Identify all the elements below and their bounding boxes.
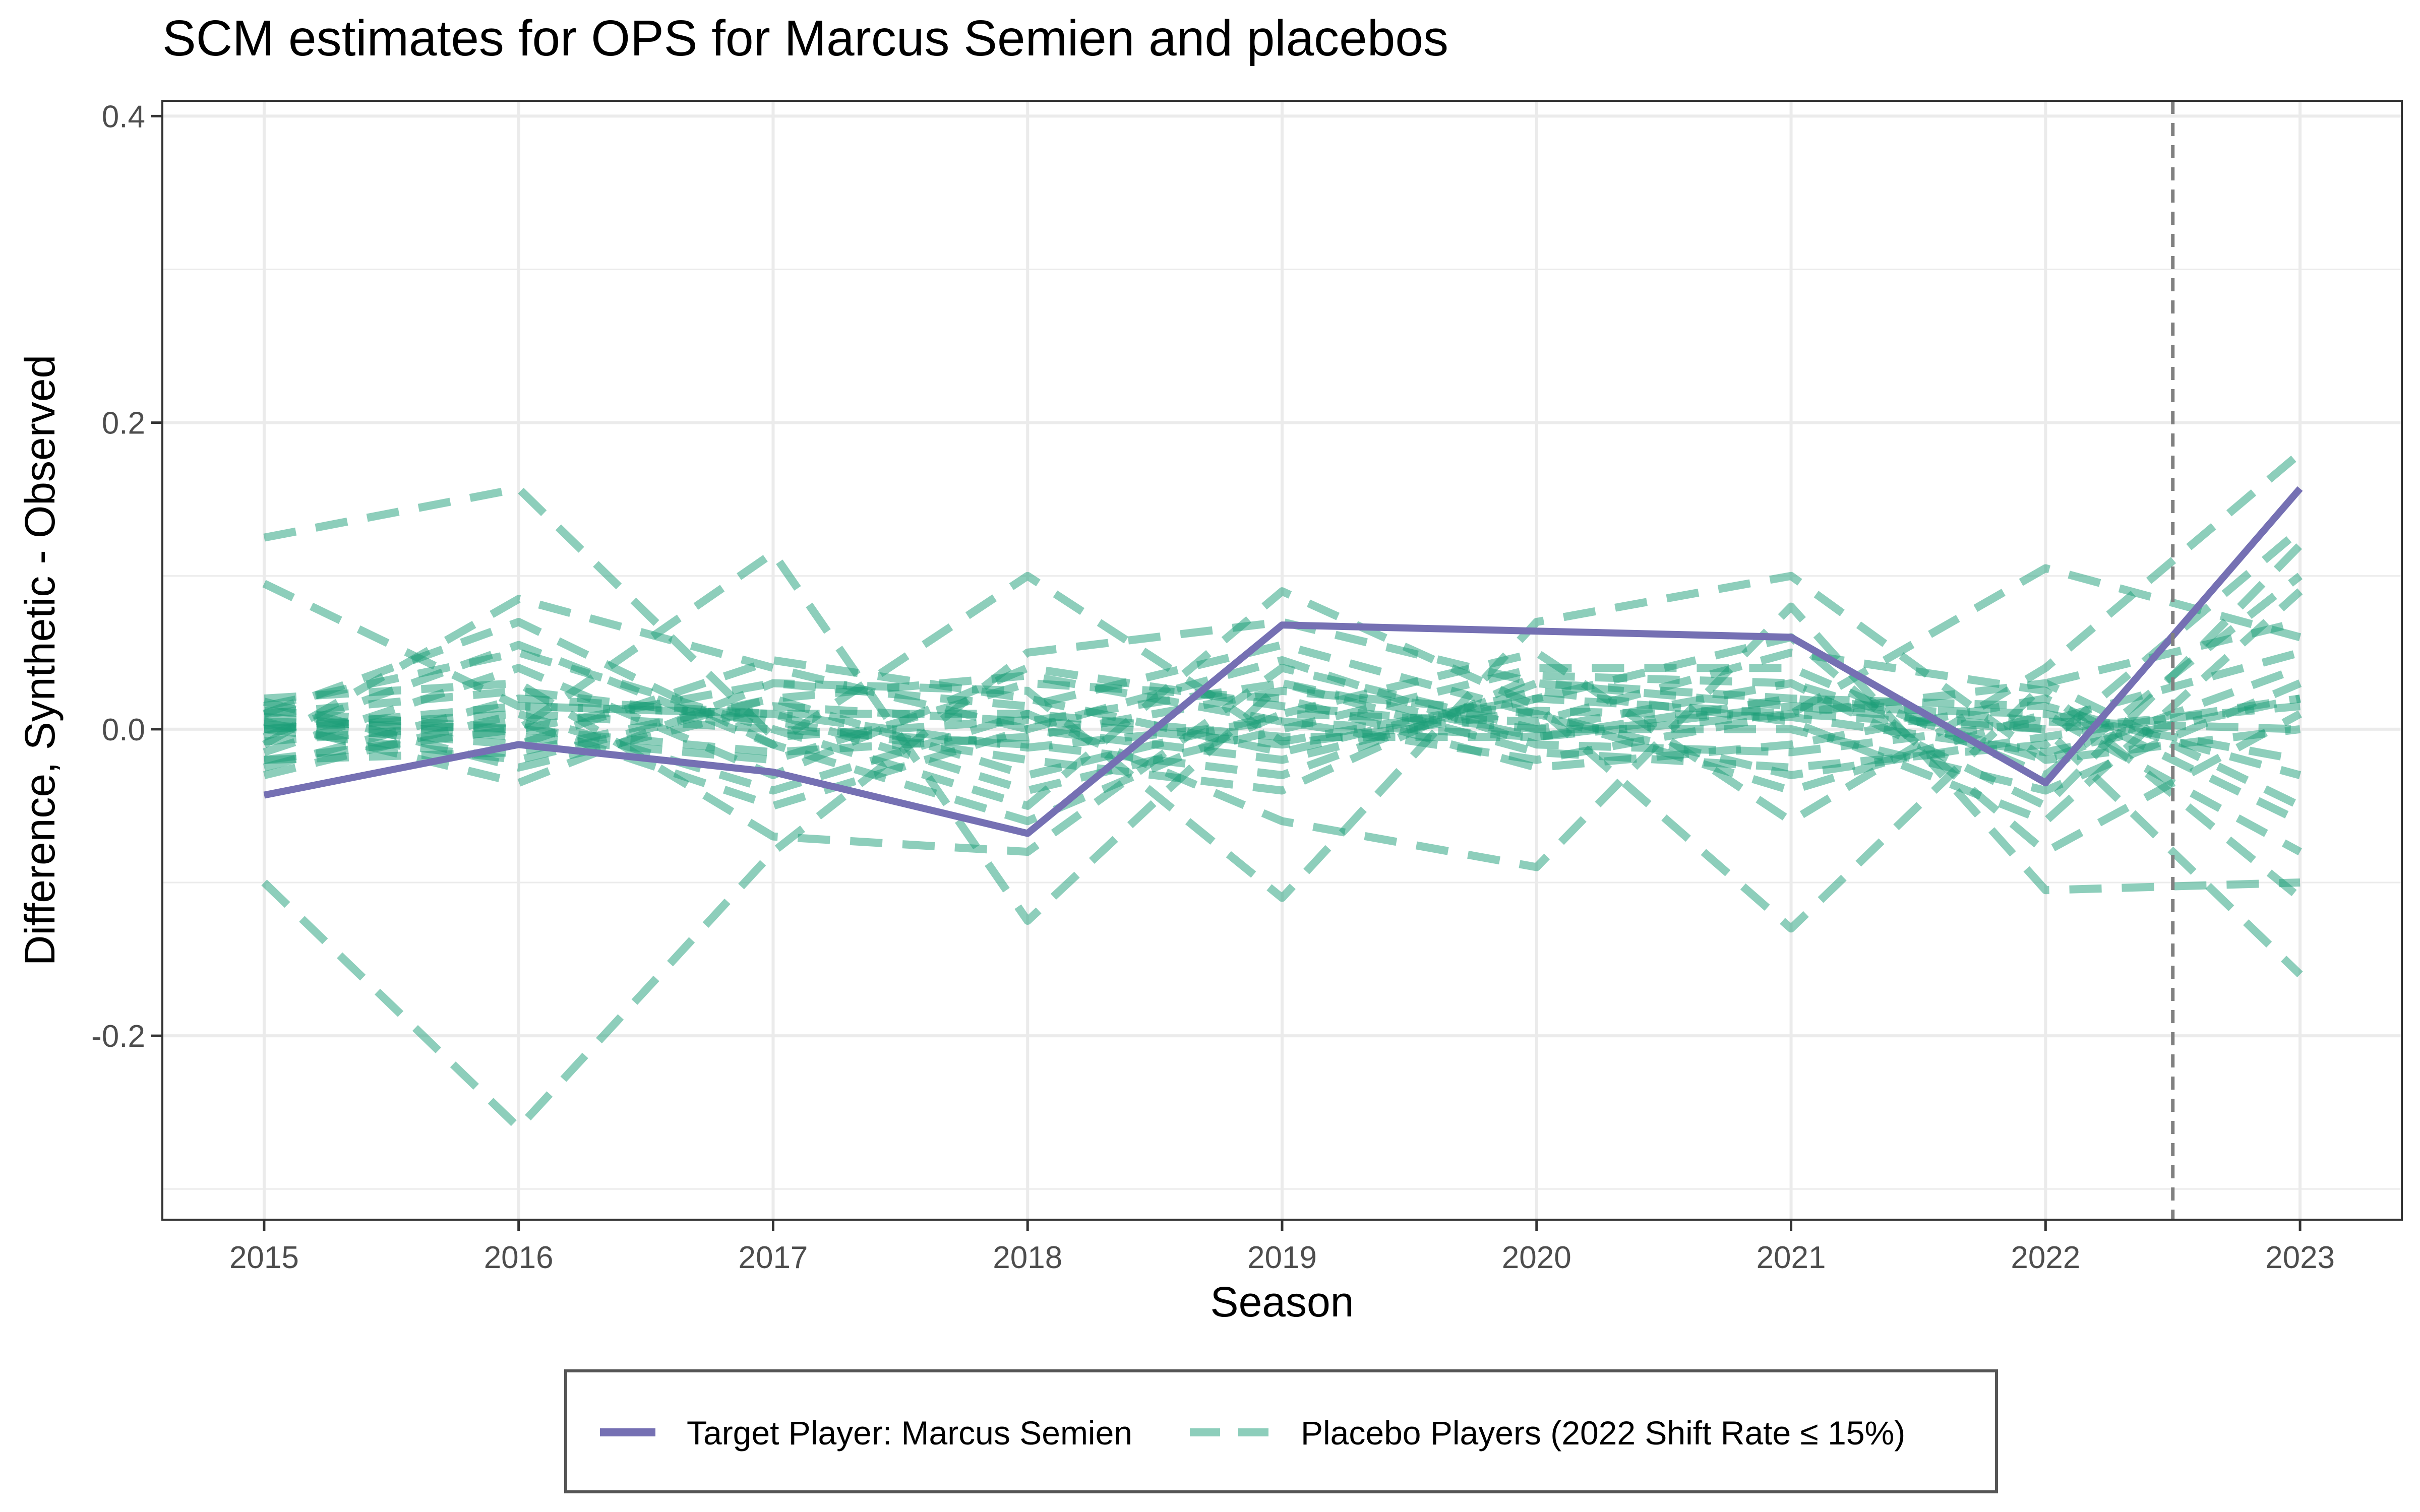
legend: Target Player: Marcus Semien Placebo Pla… — [564, 1369, 1998, 1493]
legend-label-target: Target Player: Marcus Semien — [687, 1414, 1132, 1452]
placebo-line-23 — [264, 686, 2301, 780]
x-axis-title: Season — [1211, 1278, 1354, 1326]
x-tick-label: 2015 — [229, 1240, 299, 1275]
legend-box — [564, 1369, 1998, 1493]
placebo-line-11 — [262, 595, 2302, 856]
placebo-line-8 — [263, 602, 2301, 895]
placebo-line-6 — [263, 572, 2301, 902]
x-tick-label: 2023 — [2265, 1240, 2335, 1275]
y-tick-label: 0.4 — [102, 99, 145, 134]
x-tick-label: 2022 — [2011, 1240, 2080, 1275]
legend-label-placebo: Placebo Players (2022 Shift Rate ≤ 15%) — [1301, 1414, 1905, 1452]
x-tick-label: 2020 — [1502, 1240, 1571, 1275]
placebo-line-7 — [263, 587, 2301, 933]
y-tick-label: 0.0 — [102, 713, 145, 747]
x-tick-label: 2021 — [1757, 1240, 1826, 1275]
y-tick-label: 0.2 — [102, 406, 145, 441]
y-tick-label: -0.2 — [91, 1019, 145, 1054]
x-tick-label: 2016 — [484, 1240, 554, 1275]
target-line-marcus-semien — [263, 486, 2303, 837]
chart-title: SCM estimates for OPS for Marcus Semien … — [162, 10, 1448, 67]
x-tick-label: 2017 — [738, 1240, 808, 1275]
y-axis-title: Difference, Synthetic - Observed — [16, 355, 64, 966]
placebo-line-10 — [264, 542, 2303, 856]
major-gridlines — [162, 101, 2402, 1220]
y-axis: -0.2 0.0 0.2 0.4 — [91, 99, 162, 1054]
target-series-line — [263, 486, 2303, 837]
placebo-line-12 — [264, 679, 2302, 825]
placebo-line-24 — [264, 702, 2301, 764]
x-tick-label: 2018 — [993, 1240, 1062, 1275]
x-axis: 2015 2016 2017 2018 2019 2020 2021 2022 2023 — [229, 1220, 2335, 1275]
x-tick-label: 2019 — [1247, 1240, 1317, 1275]
placebo-line-4 — [263, 564, 2302, 749]
placebo-line-19 — [264, 588, 2303, 826]
placebo-line-15 — [263, 664, 2302, 795]
